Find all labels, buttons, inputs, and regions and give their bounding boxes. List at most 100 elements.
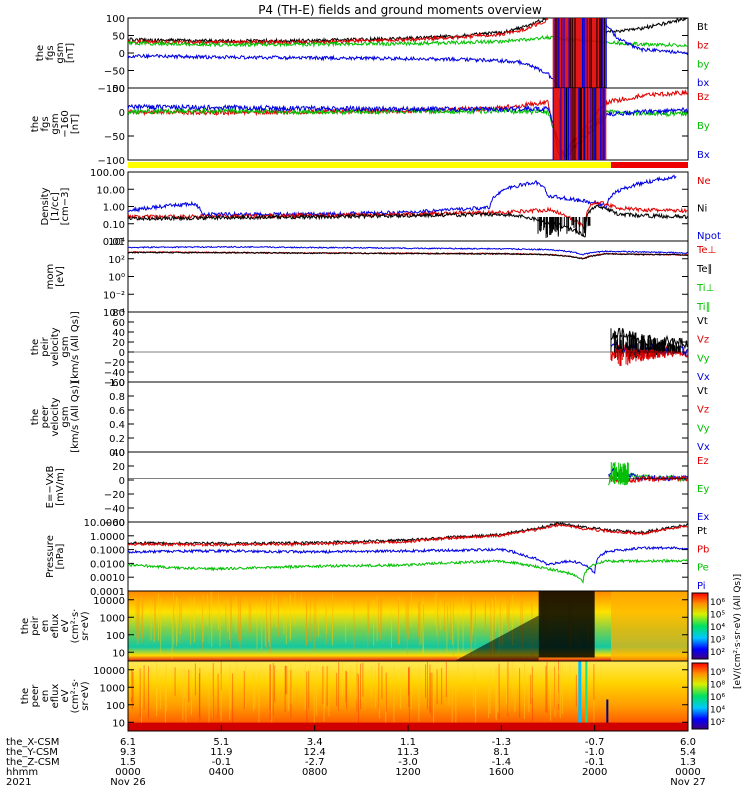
- spectrogram-streak: [332, 599, 334, 639]
- spectrogram-streak: [156, 662, 158, 717]
- colorbar-rect: [691, 592, 709, 660]
- colorbar: 10⁹ 10⁸ 10⁶ 10⁴ 10²: [691, 662, 725, 730]
- legend-entry: by: [697, 59, 709, 70]
- spectrogram-streak: [285, 597, 287, 645]
- x-row-value: 1.1: [400, 737, 416, 748]
- spectrogram-streak: [445, 661, 447, 698]
- spectrogram-streak: [264, 602, 266, 647]
- y-tick-label: 0: [119, 108, 125, 119]
- spectrogram-streak: [391, 603, 393, 648]
- legend-entry: Ey: [697, 484, 709, 495]
- spectrogram-streak: [179, 604, 181, 644]
- x-row-value: -3.0: [398, 757, 418, 768]
- panel-pressure: 10.0000 1.0000 0.1000 0.0100 0.0010 0.0001 Pre…: [45, 518, 709, 598]
- x-row-value: 6.1: [120, 737, 136, 748]
- spectrogram-streak: [235, 596, 237, 634]
- panel-spec-peir: 10⁶ 10⁵ 10⁴ 10³ 10² [eV/(cm²·s·sr·eV) (All Qs…: [20, 574, 743, 689]
- spectrogram-streak: [286, 665, 288, 695]
- y-axis-label: [cm−3]: [60, 188, 71, 226]
- spectrogram-streak: [474, 599, 476, 651]
- y-tick-label: 100: [106, 701, 125, 712]
- chart-title: P4 (TH-E) fields and ground moments over…: [258, 3, 542, 17]
- spectrogram-streak: [278, 600, 280, 637]
- spectrogram-streak: [141, 603, 143, 643]
- spectrogram-streak: [309, 595, 311, 642]
- spectrogram-streak: [143, 665, 145, 710]
- y-axis-label: E=−VxB: [45, 466, 56, 509]
- y-tick-label: 50: [112, 32, 125, 43]
- panel-fgs: 100 50 0 −50 −100 the fgs gsm [nT] Bt bz by bx: [35, 14, 709, 95]
- spectrogram-streak: [470, 591, 472, 643]
- x-row-label: the_Y-CSM: [6, 747, 58, 758]
- series-line-Bt-late: [605, 16, 688, 34]
- spectrogram-streak: [339, 668, 341, 710]
- spectrogram-streak: [368, 602, 370, 634]
- spectrogram-streak: [398, 596, 400, 645]
- x-row-value: 5.1: [213, 737, 229, 748]
- spectrogram-streak: [208, 671, 210, 724]
- spectrogram-streak: [173, 601, 175, 652]
- y-tick-label: 20: [112, 462, 125, 473]
- spectrogram-streak: [138, 592, 140, 639]
- spectrogram-streak: [289, 593, 291, 641]
- spectrogram-streak: [289, 595, 291, 639]
- spectrogram-streak: [289, 662, 291, 704]
- spectrogram-streak: [471, 604, 473, 635]
- spectrogram-streak: [545, 665, 547, 713]
- spectrogram-streak: [156, 673, 158, 711]
- spectrogram-streak: [355, 663, 357, 700]
- y-tick-label: 1000: [100, 613, 125, 624]
- series-line-Bt: [127, 17, 548, 44]
- legend-entry: Vx: [697, 442, 710, 453]
- panel-frame: [127, 87, 689, 161]
- x-row-value: 9.3: [120, 747, 136, 758]
- y-tick-label: 10⁰: [108, 273, 125, 284]
- spectrogram-streak: [190, 671, 192, 716]
- spectrogram-streak: [418, 601, 420, 647]
- x-row-value: 8.1: [493, 747, 509, 758]
- spectrogram-streak: [554, 661, 556, 717]
- spectrogram-streak: [208, 604, 210, 645]
- colorbar-tick-label: 10³: [710, 636, 725, 646]
- spectrogram-streak: [331, 593, 333, 646]
- spectrogram-streak: [345, 670, 347, 703]
- spectrogram-streak: [520, 601, 522, 631]
- y-axis-label: peer: [30, 684, 41, 708]
- legend-entry: Ex: [697, 512, 709, 523]
- spectrogram-streak: [284, 665, 286, 713]
- spectrogram-streak: [285, 665, 287, 695]
- spectrogram-streak: [336, 672, 338, 707]
- spectrogram-streak: [130, 669, 132, 702]
- spectrogram-streak: [132, 671, 134, 705]
- y-axis-label: [eV]: [55, 266, 66, 287]
- spectrogram-streak: [254, 671, 256, 709]
- y-axis-label: [nT]: [65, 43, 76, 63]
- spectrogram-streak: [519, 668, 521, 718]
- spectrogram-streak: [593, 664, 595, 700]
- y-tick-label: 20: [112, 338, 125, 349]
- spectrogram-streak: [417, 602, 419, 638]
- legend-entry: Vt: [697, 386, 708, 397]
- series-line-Pt: [127, 521, 689, 546]
- spectrogram-streak: [470, 603, 472, 659]
- series-line-Pb: [128, 522, 689, 548]
- spectrogram-streak: [356, 673, 358, 712]
- y-axis-label: the: [30, 339, 41, 355]
- y-axis-label: [nT]: [70, 114, 81, 134]
- spectrogram-streak: [380, 597, 382, 640]
- spectrogram-streak: [153, 604, 155, 643]
- spectrogram-streak: [300, 592, 302, 622]
- y-axis-label: the: [30, 409, 41, 425]
- y-tick-label: −20: [104, 490, 125, 501]
- legend-entry: Bx: [697, 150, 710, 161]
- spectrogram-streak: [524, 663, 526, 720]
- spectrogram-streak: [313, 670, 315, 724]
- y-axis-label: eflux: [50, 684, 61, 709]
- x-row-value: 0000: [675, 767, 700, 778]
- spectrogram-streak: [472, 662, 474, 708]
- spectrogram-streak: [270, 600, 272, 654]
- spectrogram-streak: [171, 604, 173, 660]
- spectrogram-streak: [495, 595, 497, 632]
- spectrogram-streak: [182, 669, 184, 721]
